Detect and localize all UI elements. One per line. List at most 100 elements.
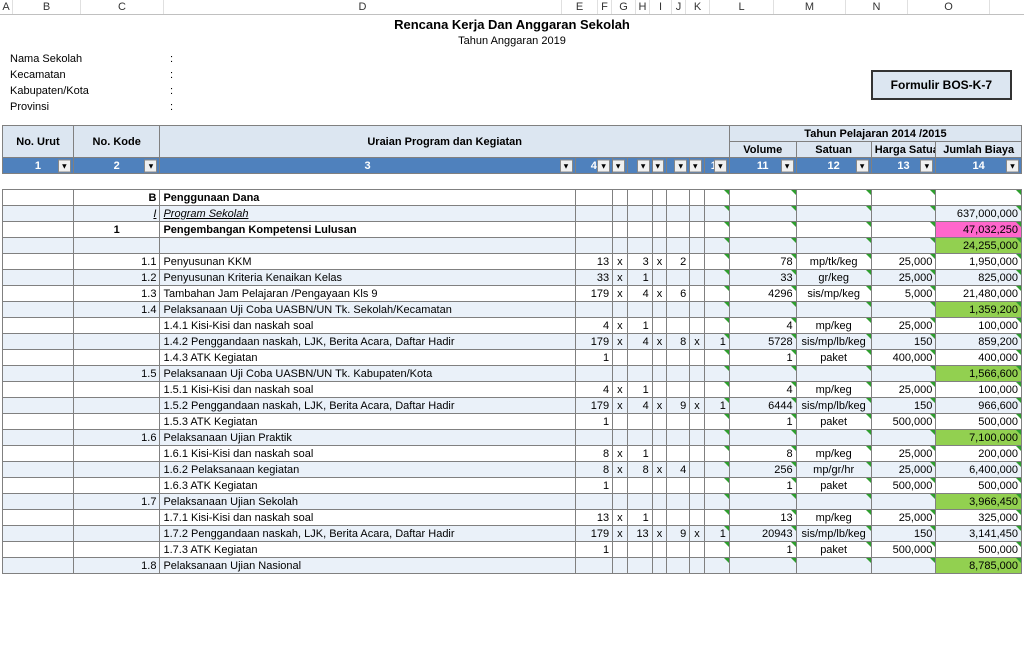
cell[interactable] (3, 510, 74, 526)
cell[interactable]: x (613, 334, 628, 350)
cell[interactable]: 1 (73, 222, 160, 238)
cell[interactable]: 1 (704, 526, 729, 542)
filter-dropdown-icon[interactable] (597, 159, 610, 172)
cell[interactable] (627, 350, 652, 366)
cell[interactable]: 1 (704, 398, 729, 414)
cell[interactable]: 6,400,000 (936, 462, 1022, 478)
cell[interactable] (871, 430, 936, 446)
cell[interactable] (3, 254, 74, 270)
cell[interactable] (704, 350, 729, 366)
cell[interactable]: 6444 (729, 398, 796, 414)
cell[interactable] (73, 542, 160, 558)
cell[interactable] (613, 542, 628, 558)
cell[interactable] (613, 190, 628, 206)
cell[interactable]: 4 (667, 462, 690, 478)
cell[interactable]: 1 (627, 270, 652, 286)
cell[interactable]: 13 (575, 510, 613, 526)
cell[interactable] (690, 366, 705, 382)
cell[interactable]: 1.5.3 ATK Kegiatan (160, 414, 575, 430)
cell[interactable]: 1.1 (73, 254, 160, 270)
cell[interactable]: 9 (667, 398, 690, 414)
cell[interactable]: 4 (627, 334, 652, 350)
cell[interactable]: 5728 (729, 334, 796, 350)
cell[interactable]: 7,100,000 (936, 430, 1022, 446)
cell[interactable] (690, 510, 705, 526)
cell[interactable] (652, 366, 667, 382)
filter-cell-D[interactable]: 3 (160, 158, 575, 174)
cell[interactable] (690, 238, 705, 254)
cell[interactable]: mp/tk/keg (796, 254, 871, 270)
cell[interactable] (796, 558, 871, 574)
cell[interactable]: 1.5.2 Penggandaan naskah, LJK, Berita Ac… (160, 398, 575, 414)
cell[interactable]: sis/mp/lb/keg (796, 526, 871, 542)
cell[interactable]: 325,000 (936, 510, 1022, 526)
cell[interactable] (73, 414, 160, 430)
cell[interactable]: 1.5 (73, 366, 160, 382)
cell[interactable] (3, 398, 74, 414)
cell[interactable] (3, 350, 74, 366)
cell[interactable] (73, 526, 160, 542)
filter-cell-G[interactable]: 6 (627, 158, 652, 174)
cell[interactable] (704, 302, 729, 318)
cell[interactable]: Pengembangan Kompetensi Lulusan (160, 222, 575, 238)
cell[interactable]: Program Sekolah (160, 206, 575, 222)
cell[interactable]: 500,000 (936, 414, 1022, 430)
cell[interactable] (575, 366, 613, 382)
cell[interactable] (73, 350, 160, 366)
cell[interactable] (796, 430, 871, 446)
cell[interactable] (667, 494, 690, 510)
filter-dropdown-icon[interactable] (58, 159, 71, 172)
cell[interactable] (690, 286, 705, 302)
cell[interactable]: 1 (627, 318, 652, 334)
filter-cell-M[interactable]: 12 (796, 158, 871, 174)
cell[interactable]: sis/mp/lb/keg (796, 334, 871, 350)
cell[interactable]: 1 (575, 350, 613, 366)
cell[interactable] (652, 190, 667, 206)
cell[interactable]: 25,000 (871, 270, 936, 286)
cell[interactable] (627, 542, 652, 558)
filter-dropdown-icon[interactable] (856, 159, 869, 172)
filter-cell-O[interactable]: 14 (936, 158, 1022, 174)
cell[interactable] (667, 414, 690, 430)
cell[interactable]: 1 (575, 542, 613, 558)
cell[interactable]: 1 (729, 478, 796, 494)
cell[interactable] (690, 318, 705, 334)
cell[interactable]: 8 (729, 446, 796, 462)
cell[interactable] (652, 318, 667, 334)
cell[interactable]: Pelaksanaan Ujian Praktik (160, 430, 575, 446)
cell[interactable]: x (613, 526, 628, 542)
cell[interactable] (613, 206, 628, 222)
cell[interactable] (627, 190, 652, 206)
cell[interactable] (704, 286, 729, 302)
cell[interactable] (652, 222, 667, 238)
cell[interactable]: 3,141,450 (936, 526, 1022, 542)
cell[interactable] (73, 382, 160, 398)
cell[interactable]: 1 (729, 542, 796, 558)
cell[interactable]: 1.7 (73, 494, 160, 510)
cell[interactable] (704, 238, 729, 254)
cell[interactable] (690, 558, 705, 574)
filter-dropdown-icon[interactable] (920, 159, 933, 172)
cell[interactable] (73, 334, 160, 350)
cell[interactable]: 4296 (729, 286, 796, 302)
cell[interactable] (871, 302, 936, 318)
cell[interactable] (704, 382, 729, 398)
cell[interactable]: 8 (627, 462, 652, 478)
cell[interactable]: 150 (871, 398, 936, 414)
cell[interactable]: gr/keg (796, 270, 871, 286)
cell[interactable] (667, 366, 690, 382)
cell[interactable]: x (652, 462, 667, 478)
filter-cell-F[interactable] (613, 158, 628, 174)
cell[interactable] (690, 222, 705, 238)
cell[interactable] (3, 206, 74, 222)
cell[interactable] (690, 462, 705, 478)
cell[interactable]: Pelaksanaan Uji Coba UASBN/UN Tk. Sekola… (160, 302, 575, 318)
cell[interactable]: 25,000 (871, 254, 936, 270)
cell[interactable] (796, 190, 871, 206)
filter-dropdown-icon[interactable] (560, 159, 573, 172)
cell[interactable]: 25,000 (871, 446, 936, 462)
cell[interactable] (690, 190, 705, 206)
cell[interactable] (667, 558, 690, 574)
cell[interactable]: paket (796, 350, 871, 366)
cell[interactable]: x (652, 286, 667, 302)
